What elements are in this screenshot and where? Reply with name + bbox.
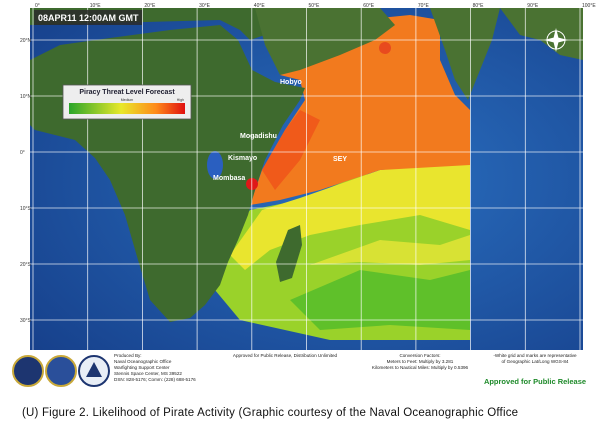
place-label: Hobyo	[280, 79, 302, 86]
latitude-label: 10°S	[20, 206, 32, 212]
release-note: Approved for Public Release, Distributio…	[233, 353, 338, 358]
longitude-label: 100°E	[582, 3, 596, 9]
legend-label: High	[177, 98, 184, 102]
longitude-label: 90°E	[527, 3, 539, 9]
timestamp-box	[34, 10, 142, 25]
timestamp: 08APR11 12:00AM GMT	[38, 13, 139, 23]
latitude-label: 10°N	[20, 94, 32, 100]
place-label: Kismayo	[228, 155, 257, 162]
latitude-label: 30°S	[20, 318, 32, 324]
longitude-label: 30°E	[199, 3, 211, 9]
longitude-label: 0°	[35, 3, 40, 9]
longitude-label: 20°E	[144, 3, 156, 9]
footer-line: -White grid and marks are representative	[493, 353, 577, 358]
footer-line: Naval Oceanographic Office	[114, 359, 172, 364]
caption: (U) Figure 2. Likelihood of Pirate Activ…	[22, 407, 519, 419]
legend: Piracy Threat Level Forecast Medium High	[62, 84, 192, 120]
footer-line: Stennis Space Center, MS 39522	[114, 371, 182, 376]
footer: Produced By:Naval Oceanographic OfficeWa…	[0, 350, 600, 392]
footer-line: DSN: 828-5176; Comm: (228) 688-5176	[114, 377, 196, 382]
footer-line: Conversion Factors:	[399, 353, 440, 358]
latitude-label: 0°	[20, 150, 25, 156]
legend-title: Piracy Threat Level Forecast	[79, 89, 175, 96]
approved-label: Approved for Public Release	[484, 377, 586, 386]
longitude-label: 40°E	[254, 3, 266, 9]
place-label: Mogadishu	[240, 133, 277, 140]
footer-line: Produced By:	[114, 353, 142, 358]
map-figure: 0° 10°E 20°E 30°E 40°E 50°E 60°E 70°E 80°E 90°E 10…	[0, 3, 600, 392]
latitude-label: 20°S	[20, 262, 32, 268]
footer-line: of Geographic Lat/Long WGS-84	[502, 359, 569, 364]
longitude-label: 50°E	[309, 3, 321, 9]
place-label: SEY	[333, 156, 347, 163]
place-label: Mombasa	[213, 175, 245, 182]
longitude-label: 10°E	[90, 3, 102, 9]
longitude-label: 70°E	[418, 3, 430, 9]
latitude-label: 20°N	[20, 38, 32, 44]
legend-label: Medium	[121, 98, 134, 102]
footer-line: Meters to Feet: Multiply by 3.281	[387, 359, 454, 364]
footer-line: Kilometers to Nautical Miles: Multiply b…	[372, 365, 469, 370]
longitude-label: 80°E	[473, 3, 485, 9]
graticule: 0° 10°E 20°E 30°E 40°E 50°E 60°E 70°E 80°E 90°E 10…	[20, 3, 596, 350]
footer-line: Warfighting Support Center	[114, 365, 170, 370]
longitude-label: 60°E	[363, 3, 375, 9]
